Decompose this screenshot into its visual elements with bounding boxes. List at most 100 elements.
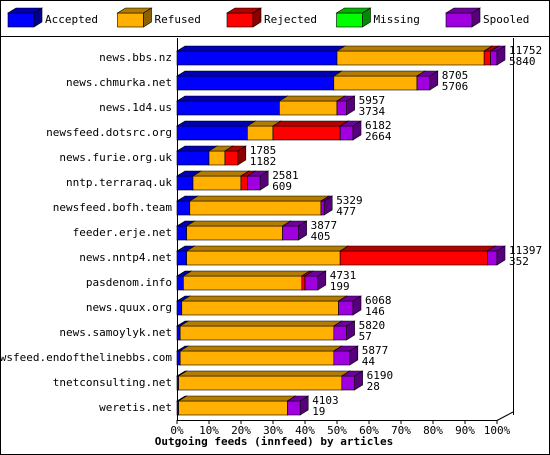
offered-label: 1785 [250,144,276,157]
face-top [175,95,289,102]
face-front [490,50,498,66]
face-side [259,170,269,191]
accepted-label: 5840 [509,55,536,68]
face-top [335,45,494,52]
face-front [176,225,187,241]
x-tick-label: 90% [455,424,475,437]
bar-segment [185,220,292,241]
x-tick-label: 10% [199,424,219,437]
face-front [176,300,183,316]
face-front [226,12,254,28]
bar-segment [335,45,494,66]
offered-label: 3877 [311,219,338,232]
accepted-label: 352 [509,255,529,268]
bar-segment [175,45,347,66]
face-front [247,175,261,191]
face-front [176,50,338,66]
x-tick-label: 0% [170,424,184,437]
face-side [299,395,309,416]
face-front [301,275,306,291]
face-front [176,325,181,341]
face-side [143,7,152,28]
axis-line [496,411,514,421]
face-front [183,275,303,291]
bar-segment [175,95,289,116]
face-top [339,245,497,252]
bar-segment [303,270,327,291]
face-front [336,12,363,28]
bar-segment [185,245,350,266]
accepted-label: 199 [330,280,350,293]
face-front [416,75,431,91]
offered-label: 4103 [312,394,339,407]
face-front [178,375,343,391]
accepted-label: 405 [311,230,331,243]
bar-segment [319,195,334,216]
category-label: news.furie.org.uk [59,151,172,164]
bar-segment [278,95,347,116]
category-label: news.bbs.nz [99,51,172,64]
bar-segment [177,370,351,391]
face-front [247,125,274,141]
face-top [332,70,427,77]
category-label: nntp.terraraq.uk [66,176,172,189]
legend-label: Accepted [45,13,98,26]
bar-segment [246,170,270,191]
offered-label: 2581 [272,169,299,182]
x-tick-label: 20% [231,424,251,437]
face-front [192,175,242,191]
face-front [339,125,354,141]
face-front [176,150,210,166]
legend-label: Spooled [483,13,529,26]
accepted-label: 28 [367,380,380,393]
legend-item: Accepted [6,7,98,28]
face-front [333,325,347,341]
face-top [182,270,311,277]
category-label: news.chmurka.net [66,76,172,89]
face-top [177,370,351,377]
face-front [176,250,187,266]
bar-segment [332,320,356,341]
face-side [471,7,481,28]
bar-segment [339,120,363,141]
face-side [323,195,333,216]
face-front [117,12,144,28]
face-front [304,275,319,291]
accepted-label: 146 [365,305,385,318]
category-label: tnetconsulting.net [53,376,172,389]
category-label: pasdenom.info [86,276,172,289]
category-label: weretis.net [99,401,172,414]
bar-segment [271,120,350,141]
bar-segment [180,295,348,316]
bar-segment [486,245,507,266]
bar-segment [286,395,310,416]
x-tick-label: 70% [391,424,411,437]
face-front [189,200,322,216]
face-front [341,375,355,391]
accepted-label: 2664 [365,130,392,143]
face-side [429,70,439,91]
offered-label: 6182 [365,119,392,132]
bar-segment [332,70,427,91]
legend-label: Refused [155,13,201,26]
face-top [180,295,348,302]
bar-segment [332,345,359,366]
category-label: news.1d4.us [99,101,172,114]
category-label: news.quux.org [86,301,172,314]
legend-item: Refused [116,7,201,28]
face-front [176,175,194,191]
face-side [298,220,307,241]
face-side [496,245,506,266]
face-top [175,120,257,127]
face-top [177,395,297,402]
face-side [317,270,327,291]
face-front [272,125,341,141]
face-front [320,200,325,216]
offered-label: 4731 [330,269,357,282]
face-front [181,300,339,316]
bar-segment [489,45,507,66]
face-front [282,225,299,241]
face-front [176,200,191,216]
face-top [278,95,347,102]
offered-label: 6068 [365,294,392,307]
